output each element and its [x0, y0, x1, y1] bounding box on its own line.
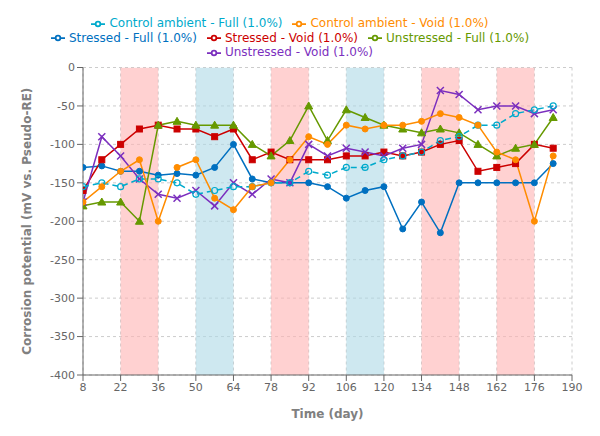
- svg-text:106: 106: [336, 381, 357, 394]
- svg-text:-150: -150: [50, 177, 75, 190]
- svg-text:Corrosion potential (mV vs. Ps: Corrosion potential (mV vs. Pseudo-RE): [20, 88, 34, 355]
- svg-text:-200: -200: [50, 215, 75, 228]
- svg-text:190: 190: [562, 381, 583, 394]
- html-text:Unstressed - Void (1.0%): Unstressed - Void (1.0%): [224, 45, 373, 59]
- svg-text:50: 50: [189, 381, 203, 394]
- html-text:Stressed - Full (1.0%): Stressed - Full (1.0%): [68, 30, 197, 45]
- svg-text:-300: -300: [50, 292, 75, 305]
- svg-text:148: 148: [449, 381, 470, 394]
- html-text:Control ambient - Full (1.0%): Control ambient - Full (1.0%): [109, 16, 283, 30]
- svg-text:22: 22: [114, 381, 128, 394]
- svg-text:Time (day): Time (day): [291, 407, 363, 421]
- svg-text:-400: -400: [50, 369, 75, 382]
- svg-text:120: 120: [373, 381, 394, 394]
- svg-text:0: 0: [68, 61, 75, 74]
- html-text:Stressed - Void (1.0%): Stressed - Void (1.0%): [225, 30, 358, 45]
- svg-text:-50: -50: [57, 100, 75, 113]
- svg-text:134: 134: [411, 381, 432, 394]
- svg-text:176: 176: [524, 381, 545, 394]
- svg-text:78: 78: [264, 381, 278, 394]
- svg-text:162: 162: [486, 381, 507, 394]
- html-text:Unstressed - Full (1.0%): Unstressed - Full (1.0%): [386, 30, 530, 45]
- html-text:Control ambient - Void (1.0%): Control ambient - Void (1.0%): [310, 16, 489, 30]
- svg-text:-350: -350: [50, 330, 75, 343]
- svg-text:36: 36: [151, 381, 165, 394]
- svg-text:64: 64: [226, 381, 240, 394]
- svg-text:-250: -250: [50, 254, 75, 267]
- svg-text:8: 8: [80, 381, 87, 394]
- svg-text:-100: -100: [50, 138, 75, 151]
- svg-text:92: 92: [302, 381, 316, 394]
